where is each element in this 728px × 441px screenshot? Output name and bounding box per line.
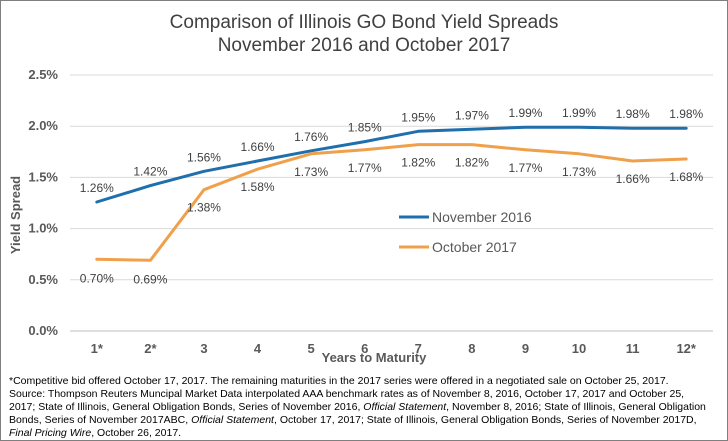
data-label-november-2016: 1.99%: [508, 106, 542, 120]
footnote: *Competitive bid offered October 17, 201…: [9, 375, 721, 440]
data-label-november-2016: 1.99%: [562, 106, 596, 120]
x-tick-label: 10: [572, 341, 586, 356]
legend-label: November 2016: [432, 209, 532, 225]
data-label-october-2017: 1.66%: [616, 172, 650, 186]
data-label-october-2017: 1.82%: [401, 156, 435, 170]
data-label-october-2017: 1.82%: [455, 156, 489, 170]
x-tick-label: 11: [626, 341, 640, 356]
y-tick-label: 0.0%: [28, 323, 58, 338]
data-label-october-2017: 1.38%: [187, 201, 221, 215]
footnote-line-1: *Competitive bid offered October 17, 201…: [9, 375, 669, 387]
y-tick-label: 1.0%: [28, 221, 58, 236]
data-label-november-2016: 1.95%: [401, 110, 435, 124]
chart-title-line1: Comparison of Illinois GO Bond Yield Spr…: [169, 12, 559, 33]
data-label-november-2016: 1.42%: [133, 165, 167, 179]
y-tick-label: 0.5%: [28, 272, 58, 287]
series-line-november-2016: [95, 125, 688, 204]
data-label-october-2017: 1.73%: [562, 165, 596, 179]
x-tick-label: 9: [522, 341, 529, 356]
y-tick-label: 1.5%: [28, 169, 58, 184]
data-label-october-2017: 1.73%: [294, 165, 328, 179]
x-tick-label: 7: [415, 341, 422, 356]
chart-title-line2: November 2016 and October 2017: [217, 35, 511, 56]
data-label-october-2017: 0.69%: [133, 272, 167, 286]
data-labels: 1.26% 1.42% 1.56% 1.66% 1.76% 1.85% 1.95% 1.97%…: [80, 106, 704, 286]
x-tick-label: 4: [254, 341, 262, 356]
data-label-october-2017: 0.70%: [80, 271, 114, 285]
x-tick-label: 8: [468, 341, 475, 356]
data-label-october-2017: 1.77%: [508, 161, 542, 175]
data-label-november-2016: 1.56%: [187, 150, 221, 164]
y-tick-label: 2.5%: [28, 67, 58, 82]
series-line-october-2017: [95, 143, 688, 262]
footnote-line-5: Final Pricing Wire, October 26, 2017.: [9, 427, 182, 439]
data-label-november-2016: 1.97%: [455, 108, 489, 122]
y-tick-labels: 0.0% 0.5% 1.0% 1.5% 2.0% 2.5%: [28, 67, 58, 338]
data-label-november-2016: 1.26%: [80, 181, 114, 195]
data-label-october-2017: 1.58%: [241, 180, 275, 194]
y-axis-title: Yield Spread: [8, 176, 23, 254]
x-tick-labels: 1* 2* 3 4 5 6 7 8 9 10 11 12*: [91, 341, 697, 356]
x-tick-label: 3: [200, 341, 207, 356]
footnote-line-3: 2017; State of Illinois, General Obligat…: [9, 401, 706, 413]
data-label-october-2017: 1.68%: [669, 170, 703, 184]
data-label-october-2017: 1.77%: [348, 161, 382, 175]
series-lines: [95, 125, 688, 262]
x-tick-label: 6: [361, 341, 368, 356]
legend-label: October 2017: [432, 239, 517, 255]
x-tick-label: 12*: [676, 341, 696, 356]
legend: November 2016 October 2017: [399, 209, 532, 255]
data-label-november-2016: 1.85%: [348, 121, 382, 135]
y-tick-label: 2.0%: [28, 118, 58, 133]
data-label-november-2016: 1.76%: [294, 130, 328, 144]
footnote-line-2: Source: Thompson Reuters Muncipal Market…: [9, 388, 685, 400]
footnote-line-4: Bonds, Series of November 2017ABC, Offic…: [9, 414, 697, 426]
data-label-november-2016: 1.98%: [616, 107, 650, 121]
x-tick-label: 5: [308, 341, 315, 356]
line-chart: 0.0% 0.5% 1.0% 1.5% 2.0% 2.5% 1* 2* 3 4 5 6 7 8 9 10 11…: [8, 67, 713, 365]
x-tick-label: 1*: [91, 341, 104, 356]
data-label-november-2016: 1.98%: [669, 107, 703, 121]
data-label-november-2016: 1.66%: [241, 140, 275, 154]
x-axis-title: Years to Maturity: [322, 350, 428, 365]
x-tick-label: 2*: [144, 341, 157, 356]
